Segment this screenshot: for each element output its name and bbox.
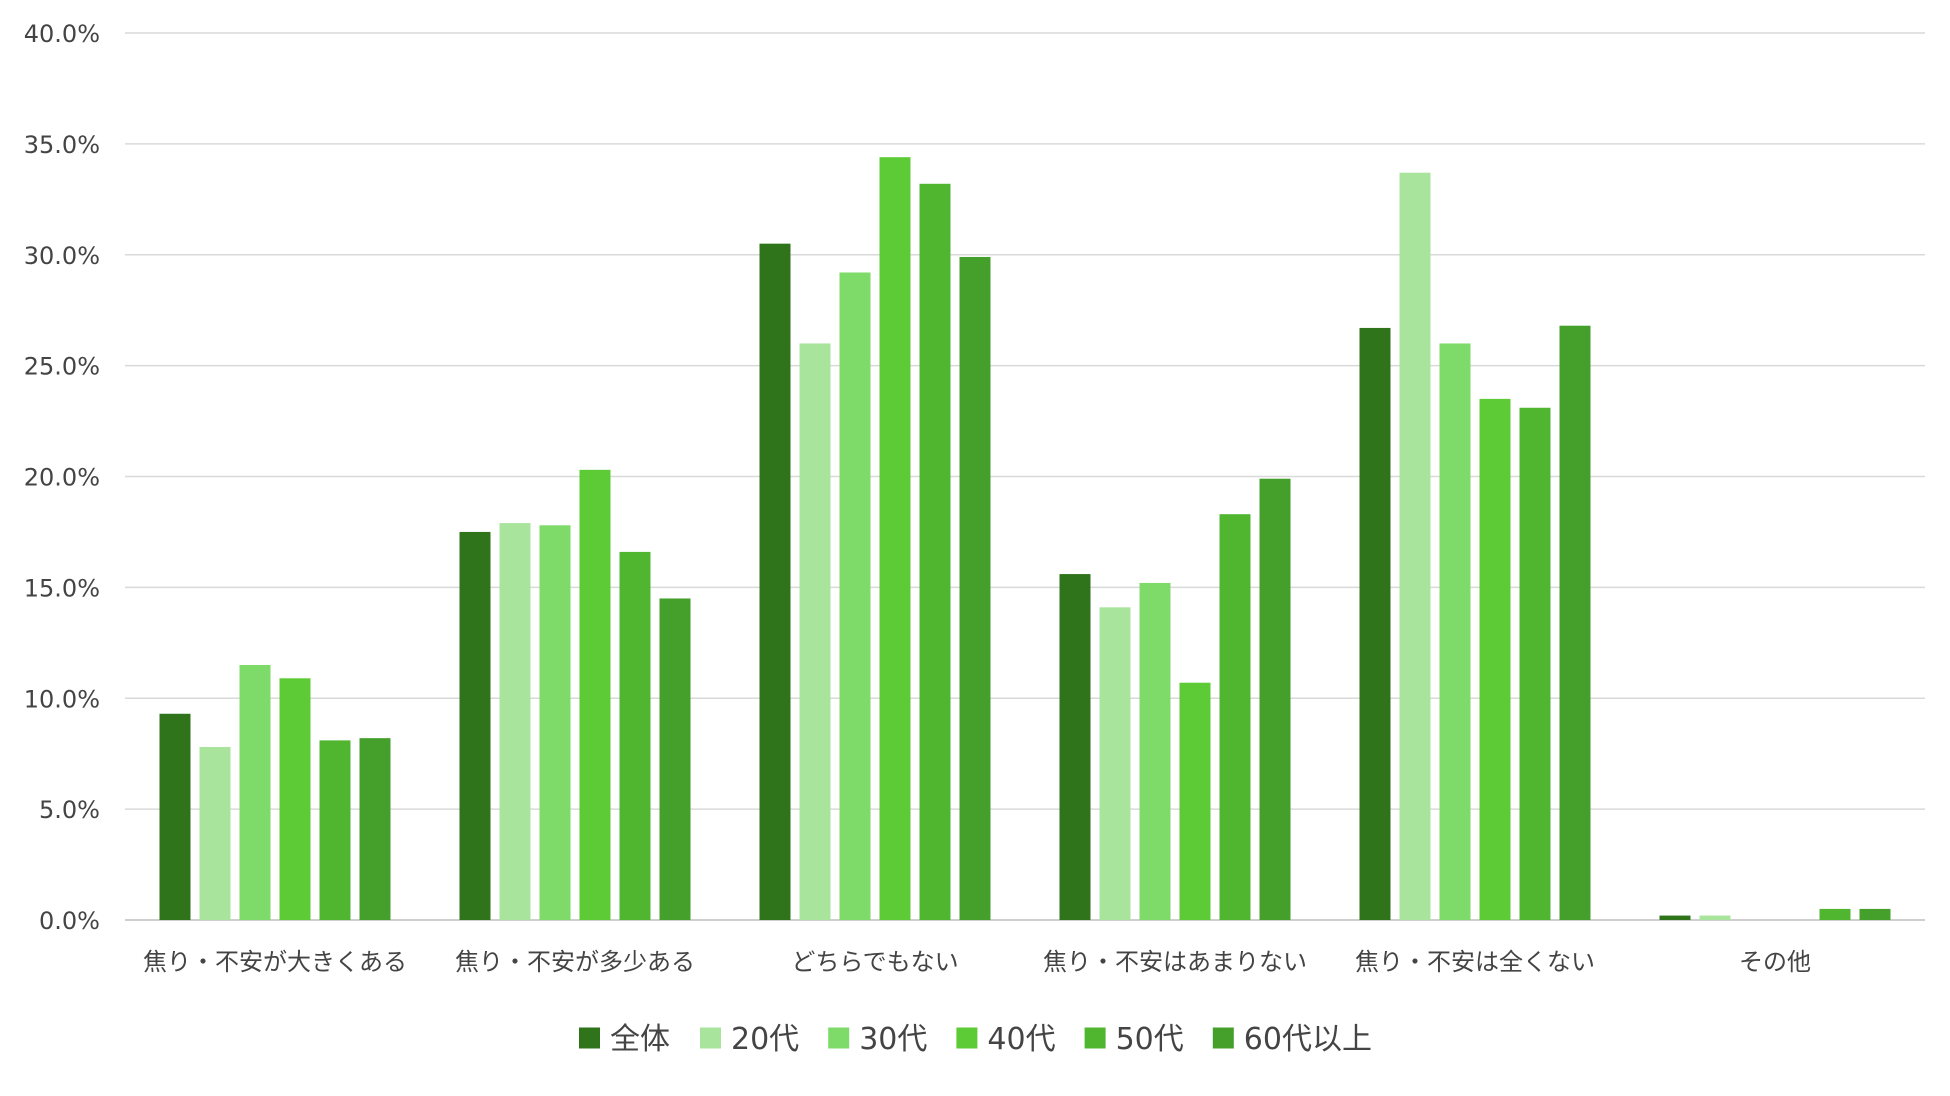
bar (1099, 607, 1131, 920)
x-axis-ticks: 焦り・不安が大きくある 焦り・不安が多少ある どちらでもない 焦り・不安はあまりない 焦… (143, 948, 1811, 976)
x-tick-label: 焦り・不安はあまりない (1043, 948, 1307, 976)
bar (1219, 514, 1251, 920)
bar (879, 157, 911, 920)
y-tick-label: 35.0% (24, 131, 100, 159)
y-tick-label: 20.0% (24, 464, 100, 492)
y-tick-label: 25.0% (24, 353, 100, 381)
legend-swatch (700, 1027, 721, 1049)
y-tick-label: 5.0% (39, 796, 100, 824)
y-tick-label: 30.0% (24, 242, 100, 270)
bar (319, 740, 351, 920)
bar (759, 243, 791, 921)
bar (839, 272, 871, 920)
legend-item: 50代 (1084, 1022, 1184, 1057)
bar (659, 598, 691, 920)
x-tick-label: 焦り・不安は全くない (1355, 948, 1595, 976)
legend-item: 60代以上 (1212, 1022, 1372, 1057)
x-tick-label: 焦り・不安が多少ある (455, 948, 695, 976)
y-axis-ticks: 0.0% 5.0% 10.0% 15.0% 20.0% 25.0% 30.0% 35.0% 40… (24, 20, 100, 935)
bar (539, 525, 571, 920)
legend-item: 30代 (828, 1022, 927, 1057)
legend: 全体 20代 30代 40代 50代 60代以上 (579, 1022, 1372, 1057)
legend-item: 20代 (700, 1022, 799, 1057)
bar (199, 747, 231, 920)
bar (1179, 682, 1211, 920)
y-tick-label: 10.0% (24, 685, 100, 713)
bar (1699, 915, 1731, 920)
bar (1359, 327, 1391, 920)
bar (279, 678, 311, 920)
legend-label: 全体 (610, 1022, 670, 1057)
y-tick-label: 15.0% (24, 574, 100, 602)
bars (159, 157, 1891, 921)
bar (1399, 172, 1431, 920)
legend-swatch (1212, 1027, 1234, 1049)
legend-label: 30代 (859, 1022, 927, 1057)
bar (1519, 407, 1551, 920)
bar (619, 551, 651, 920)
bar (1859, 908, 1891, 920)
bar (579, 469, 611, 920)
bar (1059, 574, 1091, 920)
bar (1439, 343, 1471, 920)
bar (1559, 325, 1591, 921)
bar (1479, 398, 1511, 920)
bar (919, 183, 951, 921)
legend-label: 60代以上 (1244, 1022, 1372, 1057)
bar (159, 713, 191, 920)
legend-swatch (1084, 1027, 1106, 1049)
bar (959, 256, 991, 920)
bar (1139, 582, 1171, 920)
legend-swatch (828, 1027, 850, 1049)
bar (359, 738, 391, 920)
bar (239, 664, 271, 920)
y-tick-label: 40.0% (24, 20, 100, 48)
y-tick-label: 0.0% (39, 907, 100, 935)
legend-item: 40代 (956, 1022, 1056, 1057)
legend-swatch (956, 1027, 978, 1049)
bar (1659, 915, 1691, 920)
legend-item: 全体 (579, 1022, 670, 1057)
gridlines (125, 32, 1925, 921)
legend-swatch (579, 1027, 600, 1049)
bar (1819, 908, 1851, 920)
x-tick-label: 焦り・不安が大きくある (143, 948, 407, 976)
bar (499, 523, 531, 920)
legend-label: 40代 (987, 1022, 1055, 1057)
x-tick-label: その他 (1739, 948, 1811, 976)
legend-label: 50代 (1116, 1022, 1184, 1057)
bar (799, 343, 831, 920)
x-tick-label: どちらでもない (791, 948, 958, 976)
bar (459, 531, 491, 920)
legend-label: 20代 (731, 1022, 799, 1057)
bar (1259, 478, 1291, 920)
